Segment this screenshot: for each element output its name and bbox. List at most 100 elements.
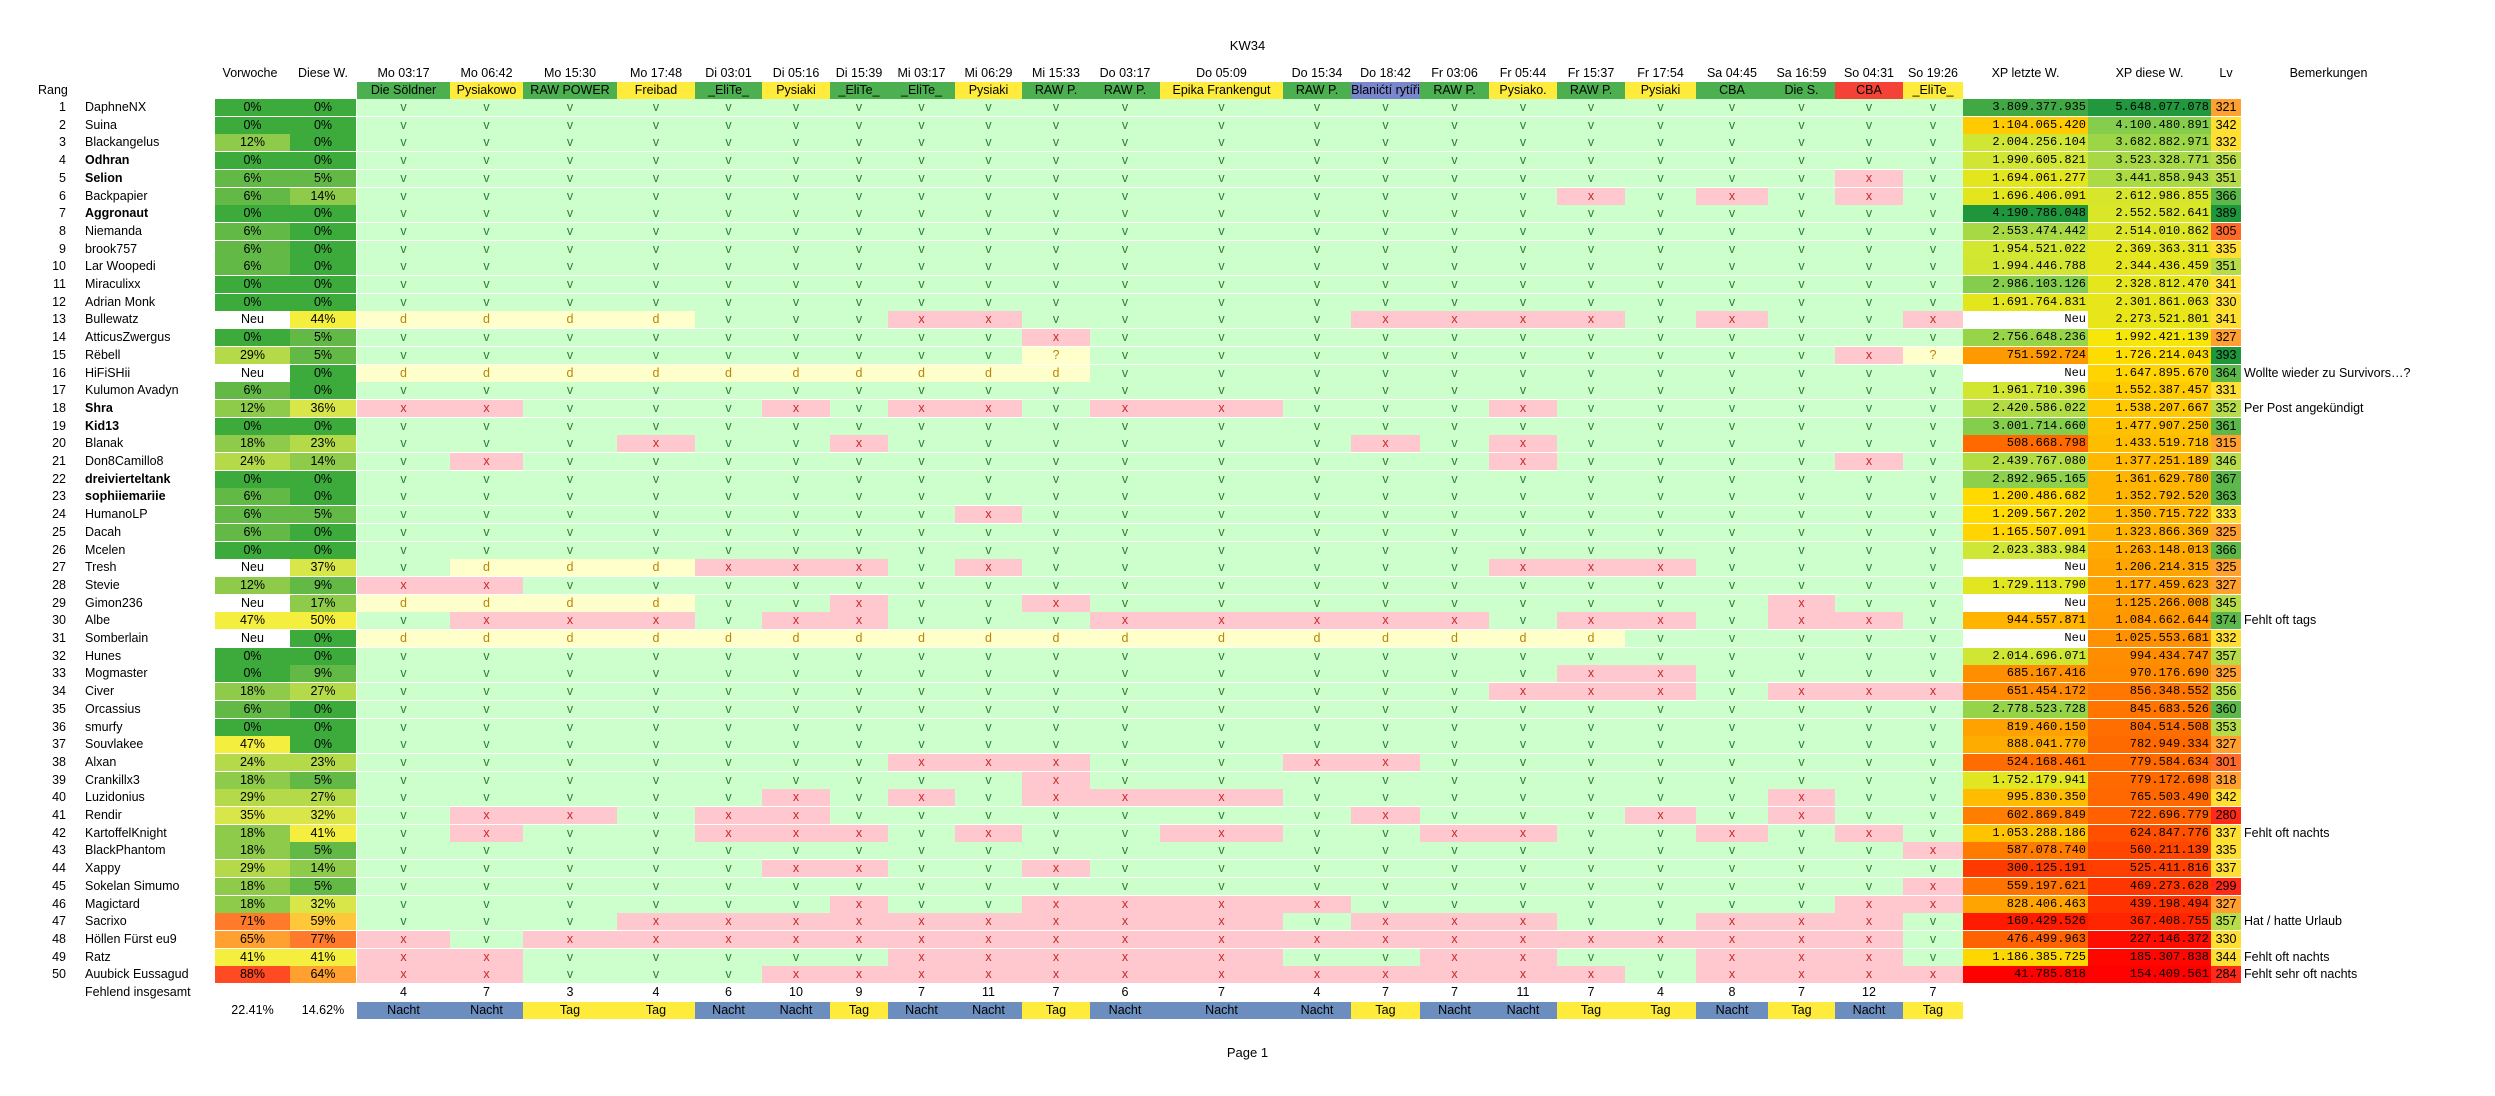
attendance-cell: v	[1768, 382, 1835, 400]
attendance-cell: v	[1160, 205, 1283, 223]
attendance-cell: x	[1489, 948, 1557, 966]
attendance-cell: v	[1489, 382, 1557, 400]
attendance-cell: x	[695, 913, 762, 931]
attendance-cell: v	[1420, 559, 1489, 577]
this-week-missing: 17%	[290, 594, 356, 612]
attendance-cell: v	[695, 877, 762, 895]
attendance-cell: x	[357, 948, 450, 966]
session-missing-count: 7	[1798, 985, 1805, 999]
xp-this-week: 845.683.526	[2088, 700, 2211, 718]
attendance-cell: v	[1557, 222, 1625, 240]
header-level: Lv	[2219, 66, 2233, 80]
attendance-cell: v	[1768, 700, 1835, 718]
attendance-cell: v	[450, 700, 523, 718]
attendance-cell: v	[1489, 506, 1557, 524]
attendance-cell: v	[762, 205, 830, 223]
attendance-cell: x	[1090, 948, 1160, 966]
level-cell: 332	[2211, 630, 2241, 647]
attendance-cell: x	[1489, 435, 1557, 453]
attendance-cell: v	[1489, 222, 1557, 240]
attendance-cell: v	[1696, 736, 1768, 754]
attendance-cell: v	[1696, 594, 1768, 612]
remark-cell	[2244, 294, 2494, 311]
attendance-cell: v	[523, 399, 617, 417]
attendance-cell: v	[1768, 771, 1835, 789]
attendance-cell: v	[762, 99, 830, 116]
remark-cell	[2244, 471, 2494, 488]
attendance-cell: v	[1160, 99, 1283, 116]
attendance-cell: x	[1768, 683, 1835, 701]
attendance-cell: v	[1160, 647, 1283, 665]
attendance-cell: v	[1625, 718, 1696, 736]
attendance-cell: v	[1696, 807, 1768, 824]
attendance-cell: v	[695, 948, 762, 966]
session-daytime: Nacht	[1090, 1001, 1160, 1019]
rank-cell: 1	[59, 100, 66, 114]
player-name: Suina	[85, 117, 117, 132]
this-week-missing: 5%	[290, 169, 356, 187]
remark-cell	[2244, 170, 2494, 187]
attendance-cell: v	[1768, 116, 1835, 134]
attendance-cell: v	[1625, 364, 1696, 382]
xp-last-week: 651.454.172	[1963, 683, 2088, 701]
attendance-cell: v	[1420, 364, 1489, 382]
attendance-cell: v	[1160, 470, 1283, 488]
level-cell: 344	[2211, 948, 2241, 966]
header-bemerkungen: Bemerkungen	[2289, 66, 2368, 80]
rank-cell: 7	[59, 206, 66, 221]
session-time-header: Fr 05:44	[1499, 66, 1547, 80]
attendance-cell: v	[762, 700, 830, 718]
session-missing-count: 7	[483, 985, 490, 999]
attendance-cell: v	[1160, 453, 1283, 470]
remark-cell	[2244, 648, 2494, 665]
session-daytime: Nacht	[888, 1001, 955, 1019]
remark-cell	[2244, 506, 2494, 523]
attendance-cell: v	[1835, 152, 1903, 170]
attendance-cell: v	[830, 346, 888, 364]
attendance-cell: d	[523, 594, 617, 612]
attendance-cell: x	[523, 930, 617, 948]
attendance-cell: v	[830, 329, 888, 347]
attendance-cell: v	[955, 771, 1022, 789]
attendance-cell: x	[1022, 930, 1090, 948]
attendance-cell: v	[1696, 116, 1768, 134]
attendance-cell: v	[523, 789, 617, 807]
xp-this-week: 439.198.494	[2088, 895, 2211, 913]
attendance-cell: v	[1283, 382, 1351, 400]
this-week-missing: 0%	[290, 523, 356, 541]
attendance-cell: x	[1489, 913, 1557, 931]
remark-cell: Wollte wieder zu Survivors…?	[2244, 365, 2411, 380]
attendance-cell: v	[762, 311, 830, 329]
attendance-cell: v	[1489, 488, 1557, 506]
attendance-cell: x	[1903, 842, 1963, 860]
prev-week-missing: Neu	[215, 559, 290, 577]
attendance-cell: x	[617, 913, 695, 931]
attendance-cell: v	[1768, 470, 1835, 488]
attendance-cell: v	[695, 470, 762, 488]
attendance-cell: v	[762, 753, 830, 771]
player-name: HiFiSHii	[85, 365, 131, 380]
xp-this-week: 1.206.214.315	[2088, 559, 2211, 577]
attendance-cell: v	[1283, 311, 1351, 329]
prev-week-missing: 71%	[215, 913, 290, 931]
attendance-cell: v	[1696, 718, 1768, 736]
attendance-cell: x	[762, 860, 830, 878]
attendance-cell: x	[1557, 966, 1625, 984]
attendance-cell: v	[1160, 187, 1283, 205]
attendance-cell: v	[1283, 948, 1351, 966]
attendance-cell: v	[1557, 736, 1625, 754]
attendance-cell: d	[450, 630, 523, 647]
level-cell: 318	[2211, 771, 2241, 789]
this-week-missing: 0%	[290, 222, 356, 240]
rank-cell: 6	[59, 188, 66, 203]
attendance-cell: v	[1351, 736, 1420, 754]
attendance-cell: v	[1489, 594, 1557, 612]
attendance-cell: x	[955, 559, 1022, 577]
attendance-cell: v	[450, 506, 523, 524]
attendance-cell: x	[1557, 311, 1625, 329]
attendance-cell: v	[1420, 877, 1489, 895]
attendance-cell: v	[888, 222, 955, 240]
session-time-header: Fr 03:06	[1431, 66, 1478, 80]
attendance-cell: v	[888, 169, 955, 187]
attendance-cell: v	[1768, 293, 1835, 311]
